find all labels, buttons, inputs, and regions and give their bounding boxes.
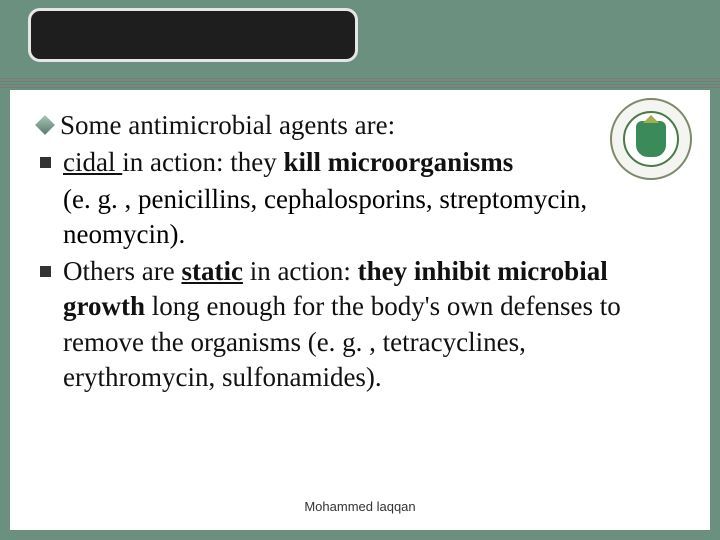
logo-emblem-icon xyxy=(636,121,666,157)
list-item: cidal in action: they kill microorganism… xyxy=(38,145,682,180)
intro-line: Some antimicrobial agents are: xyxy=(38,108,682,143)
item-1-cont-text: (e. g. , penicillins, cephalosporins, st… xyxy=(63,184,587,249)
item-1-bold: kill microorganisms xyxy=(283,147,513,177)
item-1-text: cidal in action: they kill microorganism… xyxy=(63,145,682,180)
list-item: Others are static in action: they inhibi… xyxy=(38,254,682,394)
institution-logo xyxy=(610,98,692,180)
square-bullet-icon xyxy=(40,266,51,277)
item-1-underlined: cidal xyxy=(63,147,122,177)
intro-text: Some antimicrobial agents are: xyxy=(60,108,682,143)
square-bullet-icon xyxy=(40,157,51,168)
title-box xyxy=(28,8,358,62)
footer-author: Mohammed laqqan xyxy=(10,499,710,514)
item-2-cont: long enough for the body's own defenses … xyxy=(63,291,621,391)
item-2-lead: Others are xyxy=(63,256,181,286)
item-1-continuation: (e. g. , penicillins, cephalosporins, st… xyxy=(63,182,682,252)
item-2-mid-rest: in action: xyxy=(243,256,358,286)
logo-inner-ring xyxy=(623,111,679,167)
item-2-underlined-bold: static xyxy=(181,256,242,286)
content-area: Some antimicrobial agents are: cidal in … xyxy=(10,90,710,530)
diamond-bullet-icon xyxy=(35,115,55,135)
item-1-lead-rest: in action: they xyxy=(122,147,283,177)
separator-rules xyxy=(0,76,720,90)
item-2-text: Others are static in action: they inhibi… xyxy=(63,254,682,394)
